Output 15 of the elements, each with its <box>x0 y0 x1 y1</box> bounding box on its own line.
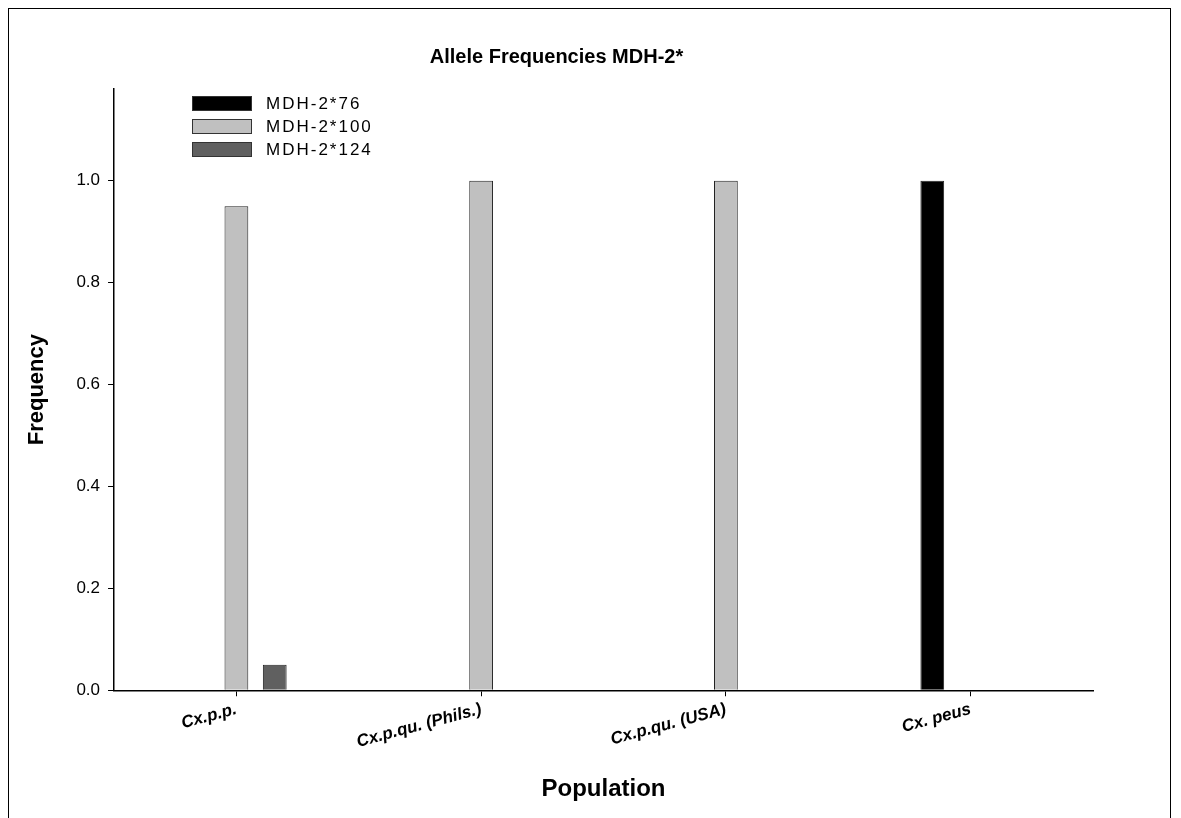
legend-label: MDH-2*124 <box>266 139 373 160</box>
y-tick-label: 1.0 <box>76 170 101 190</box>
legend-label: MDH-2*76 <box>266 93 362 114</box>
y-tick-label: 0.2 <box>76 578 101 598</box>
y-tick-label: 0.6 <box>76 374 101 394</box>
y-axis-title: Frequency <box>23 333 49 446</box>
x-axis-title: Population <box>541 774 666 802</box>
chart-title: Allele Frequencies MDH-2* <box>429 44 684 67</box>
x-tick-label: Cx. peus <box>899 699 973 736</box>
y-tick-label: 0.0 <box>76 679 101 699</box>
x-tick-label: Cx.p.qu. (USA) <box>608 699 729 749</box>
y-tick-label: 0.4 <box>76 476 101 496</box>
legend-label: MDH-2*100 <box>266 116 373 137</box>
x-tick-label: Cx.p.p. <box>178 699 239 733</box>
y-tick-label: 0.8 <box>76 272 101 292</box>
